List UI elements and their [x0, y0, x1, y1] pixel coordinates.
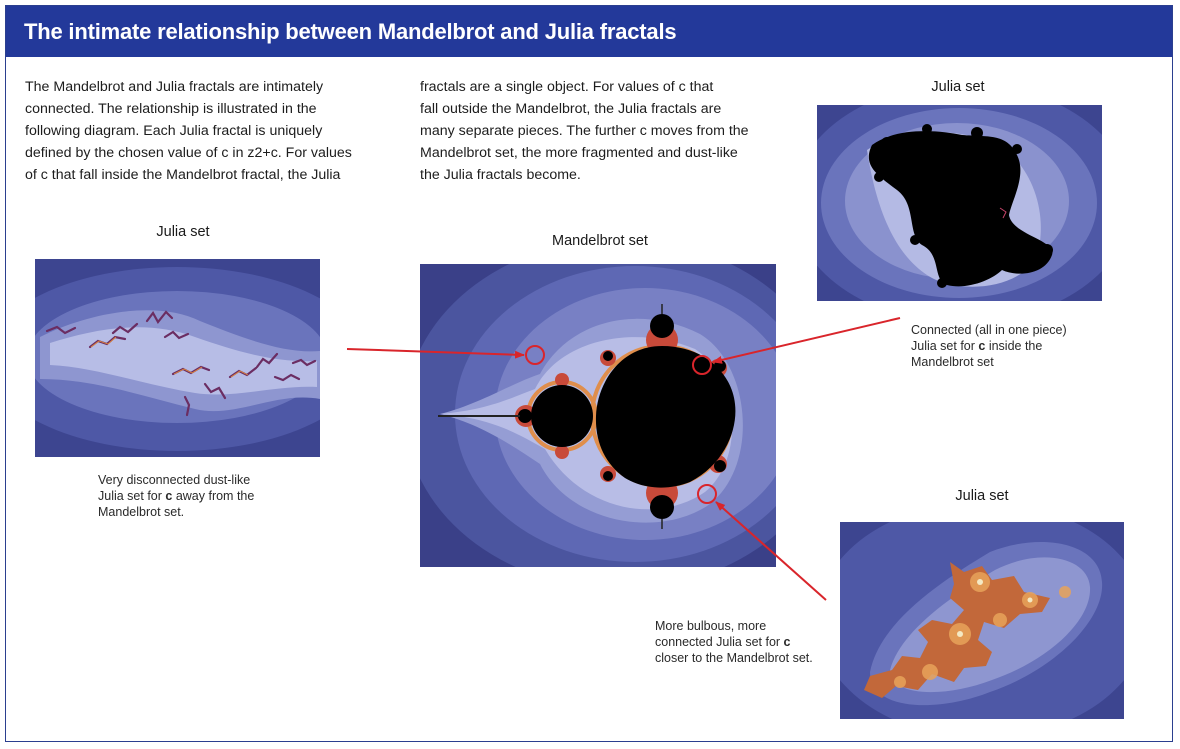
julia-bottom-right-label: Julia set [955, 488, 1009, 504]
julia-bulbous-image [840, 522, 1124, 719]
mandelbrot-label: Mandelbrot set [552, 233, 648, 249]
julia-dust-image [35, 259, 320, 457]
julia-bottom-caption: More bulbous, more connected Julia set f… [655, 619, 813, 665]
julia-left-label: Julia set [156, 224, 210, 240]
intro-text-column-1: The Mandelbrot and Julia fractals are in… [25, 79, 352, 183]
figure-frame [5, 5, 1173, 742]
title-bar: The intimate relationship between Mandel… [6, 6, 1172, 57]
julia-left-caption: Very disconnected dust-like Julia set fo… [98, 473, 255, 519]
intro-text-column-2: fractals are a single object. For values… [420, 79, 749, 183]
julia-connected-image [817, 105, 1102, 301]
mandelbrot-image [420, 264, 776, 567]
julia-top-right-caption: Connected (all in one piece) Julia set f… [911, 323, 1067, 369]
figure-title: The intimate relationship between Mandel… [24, 19, 677, 44]
julia-top-right-label: Julia set [931, 79, 985, 95]
